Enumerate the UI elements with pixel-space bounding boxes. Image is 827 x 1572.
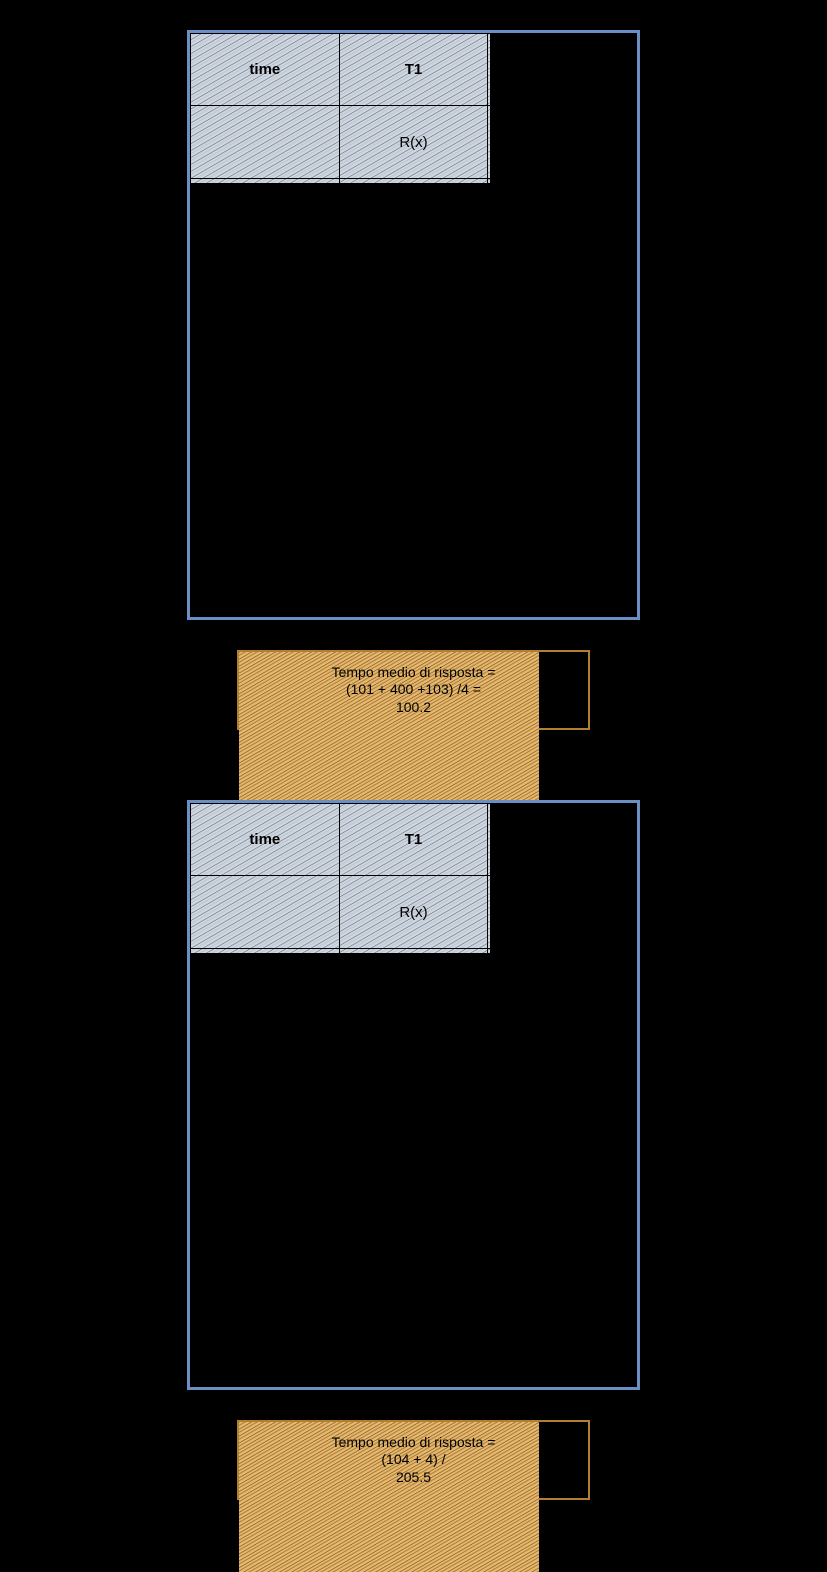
table-cell [191,178,340,250]
table-cell: R(x5,00) [339,255,488,327]
schedule-panel-1: timeT1T2R(x)W(x)100R(x5,00)101commit102R… [187,30,640,620]
table-cell [488,876,637,948]
caption-line: 100.2 [396,699,431,715]
table-cell: 103 [191,1242,340,1314]
table-cell [191,106,340,178]
table-cell: 103 [191,472,340,544]
table-cell [488,1165,637,1237]
table-cell [339,544,488,616]
table-cell: 104 [191,1314,340,1386]
response-time-caption-2: Tempo medio di risposta = (104 + 4) / 20… [237,1420,590,1500]
caption-line: 205.5 [396,1469,431,1485]
table-cell: W(x) [488,472,637,544]
table-cell: R(x) [488,948,637,1020]
table-header-cell: T1 [339,34,488,106]
table-cell: R(x) [339,106,488,178]
table-cell: 104 [191,544,340,616]
caption-line: (101 + 400 +103) /4 = [346,681,481,697]
table-cell [339,948,488,1020]
table-header-cell: time [191,34,340,106]
transaction-table-2: timeT1T2R(x)R(x)3W(x)4commit5W(x)103R(x5… [190,803,637,1387]
table-cell: R(x) [488,399,637,471]
table-cell [339,399,488,471]
table-cell [339,472,488,544]
table-cell [488,106,637,178]
table-cell: W(x) [488,1021,637,1093]
table-cell: commit [339,327,488,399]
table-cell: R(x5,00) [339,1242,488,1314]
table-cell: 5 [191,1165,340,1237]
table-cell: 4 [191,1093,340,1165]
table-cell: 3 [191,1021,340,1093]
table-cell [488,1314,637,1386]
table-cell: 102 [191,399,340,471]
caption-line: (104 + 4) / [381,1451,445,1467]
table-cell [339,1021,488,1093]
table-cell [339,1093,488,1165]
table-cell [191,876,340,948]
schedule-panel-2: timeT1T2R(x)R(x)3W(x)4commit5W(x)103R(x5… [187,800,640,1390]
table-cell: W(x) [339,178,488,250]
table-cell: 101 [191,327,340,399]
caption-line: Tempo medio di risposta = [332,1434,496,1450]
table-cell [488,255,637,327]
transaction-table-1: timeT1T2R(x)W(x)100R(x5,00)101commit102R… [190,33,637,617]
table-cell [488,1242,637,1314]
table-cell [488,178,637,250]
table-cell: commit [339,1314,488,1386]
table-header-cell: T2 [488,804,637,876]
table-cell: commit [488,544,637,616]
caption-line: Tempo medio di risposta = [332,664,496,680]
table-cell [191,948,340,1020]
table-header-cell: time [191,804,340,876]
table-cell: R(x) [339,876,488,948]
table-cell [488,327,637,399]
table-header-cell: T2 [488,34,637,106]
table-cell: 100 [191,255,340,327]
response-time-caption-1: Tempo medio di risposta = (101 + 400 +10… [237,650,590,730]
table-cell: commit [488,1093,637,1165]
table-header-cell: T1 [339,804,488,876]
table-cell: W(x) [339,1165,488,1237]
